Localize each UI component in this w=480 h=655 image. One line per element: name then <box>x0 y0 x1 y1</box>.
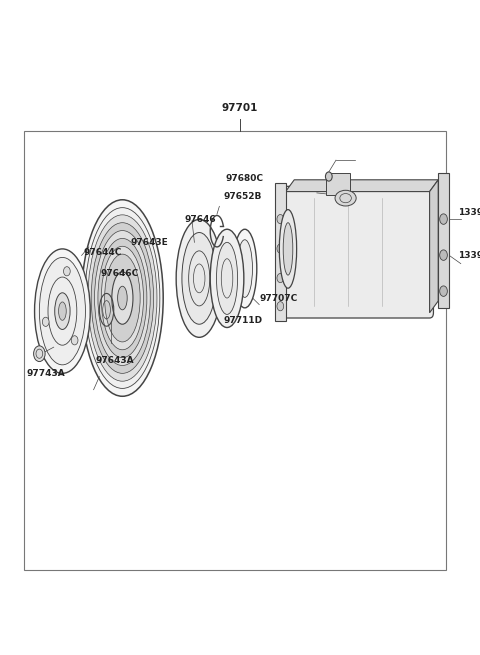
Circle shape <box>277 274 284 283</box>
Text: 97646: 97646 <box>184 215 216 224</box>
Bar <box>275 183 286 321</box>
Ellipse shape <box>98 238 147 358</box>
Bar <box>438 174 449 308</box>
Circle shape <box>440 250 447 261</box>
Circle shape <box>42 317 49 326</box>
Ellipse shape <box>279 210 297 288</box>
Text: 97707C: 97707C <box>259 293 298 303</box>
Ellipse shape <box>216 242 238 314</box>
Text: 97680C: 97680C <box>225 174 263 183</box>
Ellipse shape <box>283 223 293 275</box>
Text: 97643A: 97643A <box>95 356 133 365</box>
Circle shape <box>325 172 332 181</box>
Circle shape <box>63 267 70 276</box>
Ellipse shape <box>55 293 70 329</box>
Text: 97652B: 97652B <box>223 192 262 201</box>
Text: 1339CC: 1339CC <box>458 251 480 260</box>
Ellipse shape <box>182 233 216 324</box>
FancyBboxPatch shape <box>282 186 433 318</box>
Text: 97643E: 97643E <box>130 238 168 247</box>
Ellipse shape <box>95 231 150 365</box>
Polygon shape <box>430 179 438 313</box>
Ellipse shape <box>91 223 154 373</box>
Bar <box>326 173 350 195</box>
Ellipse shape <box>59 302 66 320</box>
Ellipse shape <box>176 219 222 337</box>
Ellipse shape <box>105 254 140 342</box>
Ellipse shape <box>112 272 133 324</box>
Text: 97646C: 97646C <box>101 269 139 278</box>
Ellipse shape <box>101 246 144 350</box>
Circle shape <box>277 302 284 311</box>
Ellipse shape <box>82 200 163 396</box>
Ellipse shape <box>85 208 160 388</box>
Text: 97743A: 97743A <box>26 369 65 378</box>
Ellipse shape <box>88 215 157 381</box>
Ellipse shape <box>335 190 356 206</box>
Ellipse shape <box>233 229 257 308</box>
Ellipse shape <box>35 249 90 373</box>
Ellipse shape <box>118 286 127 310</box>
Circle shape <box>277 215 284 224</box>
Ellipse shape <box>237 240 252 297</box>
Text: 97701: 97701 <box>222 103 258 113</box>
Text: 1339CC: 1339CC <box>458 208 480 217</box>
Polygon shape <box>286 179 438 191</box>
Bar <box>24 131 446 570</box>
Circle shape <box>440 214 447 225</box>
Circle shape <box>34 346 45 362</box>
Circle shape <box>440 286 447 297</box>
Ellipse shape <box>39 257 85 365</box>
Ellipse shape <box>210 229 244 328</box>
Text: 97711D: 97711D <box>223 316 263 326</box>
Circle shape <box>71 336 78 345</box>
Circle shape <box>277 244 284 253</box>
Text: 97644C: 97644C <box>84 248 122 257</box>
